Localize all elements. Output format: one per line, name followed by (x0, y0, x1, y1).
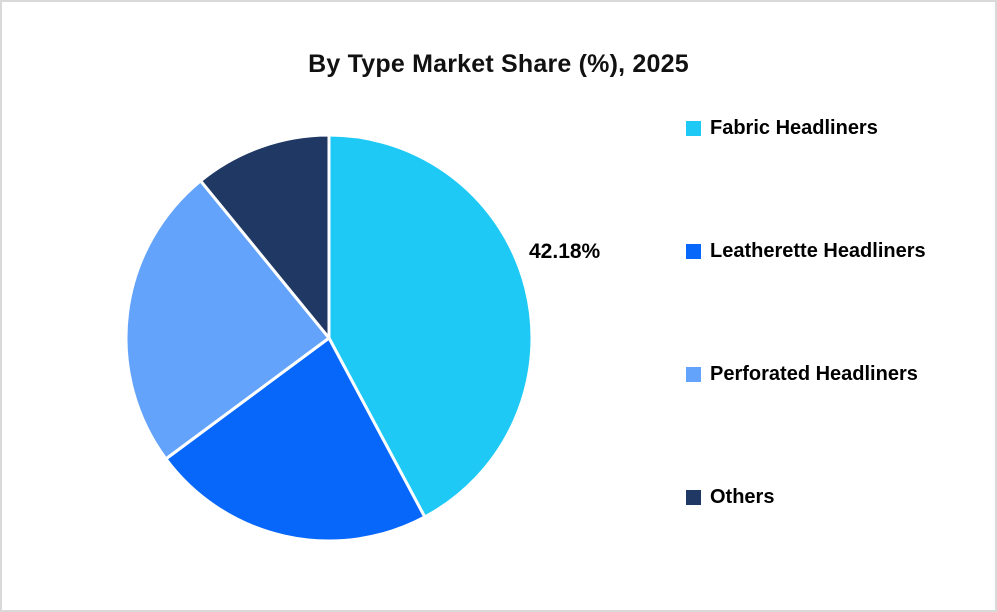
pie-slice-fabric-headliners (327, 133, 534, 519)
legend-item-perforated-headliners: Perforated Headliners (686, 360, 926, 389)
legend-swatch-perforated-headliners (686, 367, 701, 382)
legend-item-leatherette-headliners: Leatherette Headliners (686, 237, 926, 266)
legend-label: Others (710, 486, 775, 508)
legend: Fabric Headliners Leatherette Headliners… (686, 114, 926, 512)
legend-item-fabric-headliners: Fabric Headliners (686, 114, 926, 143)
legend-label: Perforated Headliners (710, 363, 918, 385)
legend-label: Leatherette Headliners (710, 240, 926, 262)
pie-slice-others (199, 133, 331, 340)
legend-swatch-fabric-headliners (686, 121, 701, 136)
legend-item-others: Others (686, 483, 926, 512)
legend-label: Fabric Headliners (710, 117, 878, 139)
pie-slice-leatherette-headliners (164, 336, 427, 543)
data-label-fabric-headliners: 42.18% (529, 240, 601, 263)
legend-swatch-others (686, 490, 701, 505)
pie-slice-perforated-headliners (124, 179, 331, 461)
legend-swatch-leatherette-headliners (686, 244, 701, 259)
chart-title: By Type Market Share (%), 2025 (308, 50, 689, 78)
